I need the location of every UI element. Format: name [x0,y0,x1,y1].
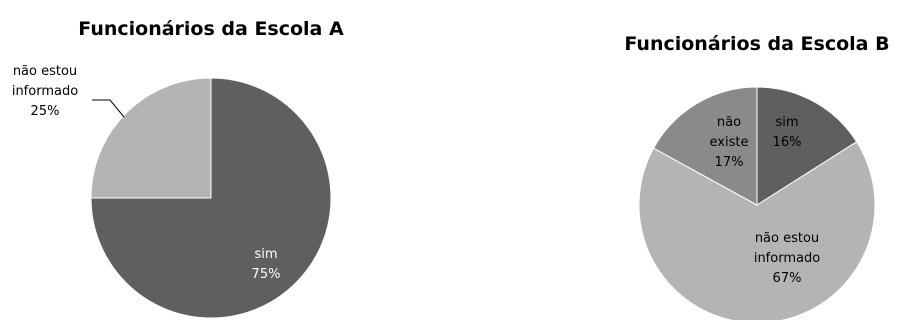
chart-a-slices [90,77,332,319]
data-label-não-estou-informado: não estou informado 67% [754,231,820,286]
chart-a-title: Funcionários da Escola A [78,18,344,40]
chart-b-title: Funcionários da Escola B [624,33,889,55]
pie-slice-sim [756,86,858,206]
pie-slice-não-estou-informado [638,141,876,320]
leader-line [92,99,125,118]
data-label-não-estou-informado: não estou informado 25% [12,64,78,119]
data-label-sim: sim 16% [773,115,802,150]
pie-slice-sim [90,77,332,319]
pie-slice-não-existe [652,86,758,206]
chart-b-labels: sim 16% não estou informado 67% não existe 17% [710,115,821,286]
chart-b: Funcionários da Escola B sim 16% não estou… [624,33,890,320]
data-label-não-existe: não existe 17% [710,115,749,170]
chart-a: Funcionários da Escola A sim 75% não estou… [12,18,344,319]
chart-a-labels: sim 75% não estou informado 25% [12,64,281,282]
pie-slice-não-estou-informado [90,77,212,199]
chart-b-slices [638,86,876,320]
data-label-sim: sim 75% [252,247,281,282]
